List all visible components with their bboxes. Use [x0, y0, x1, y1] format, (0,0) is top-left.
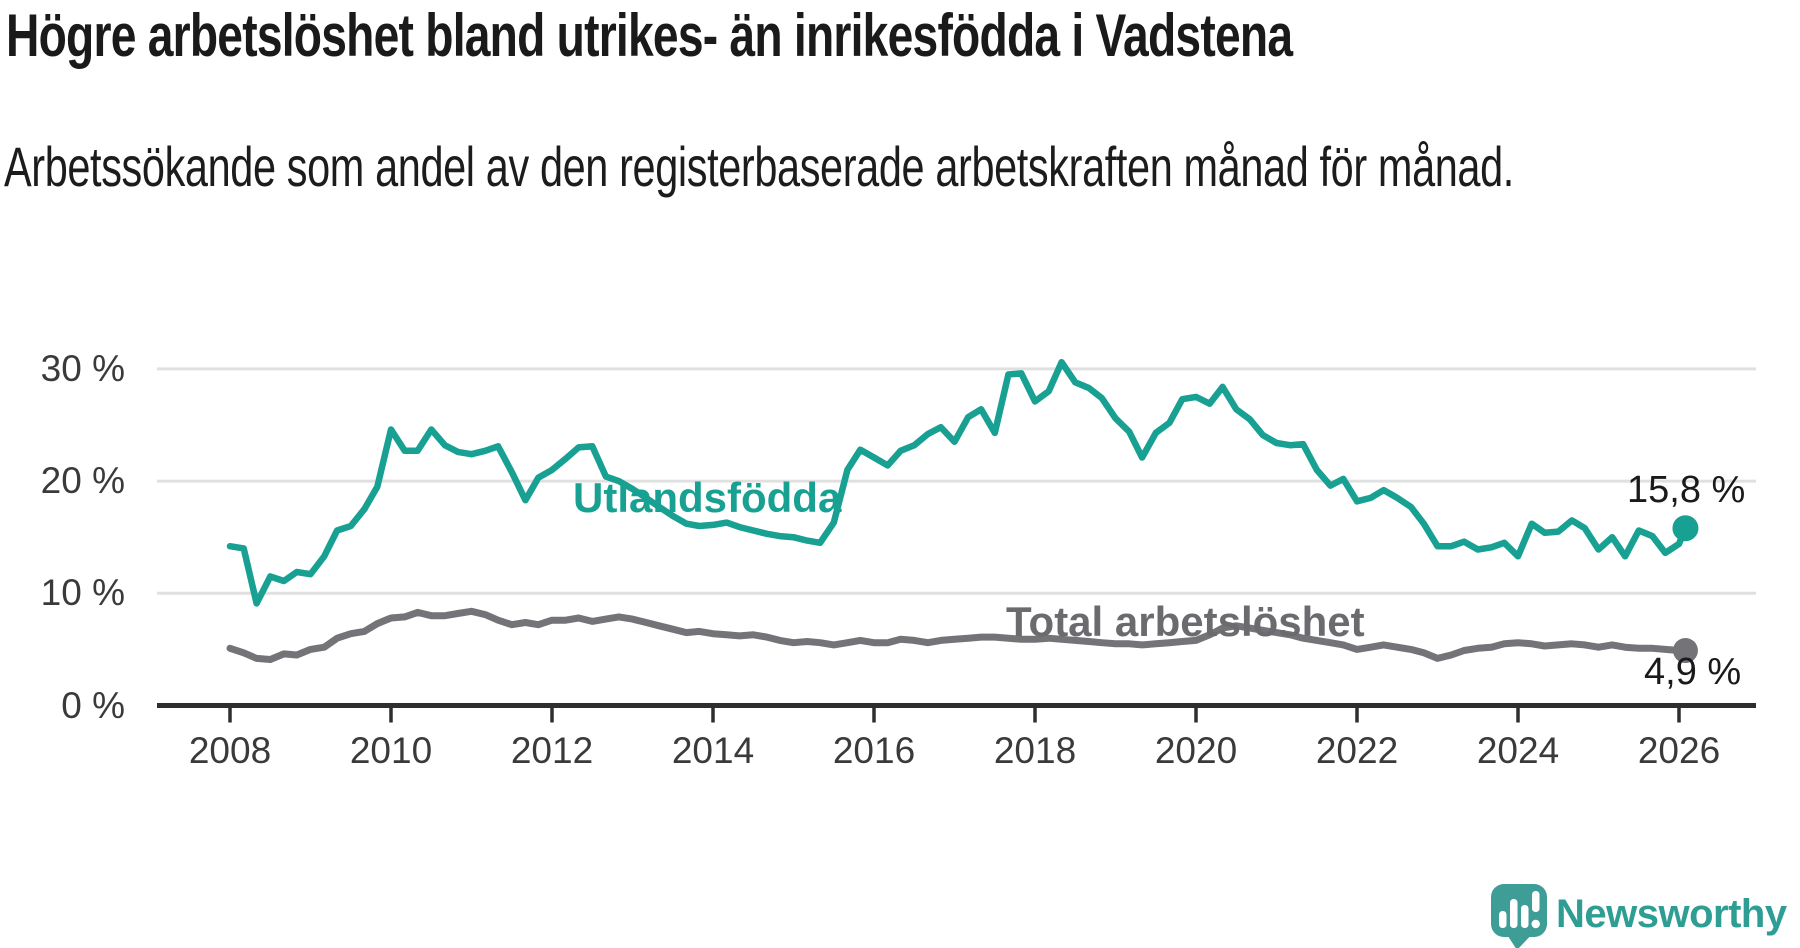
end-value-label-utlandsfodda: 15,8 % — [1627, 469, 1746, 511]
x-tick-label-2024: 2024 — [1476, 730, 1560, 771]
x-tick-label-2010: 2010 — [349, 730, 433, 771]
series-label-utlandsfodda: Utlandsfödda — [573, 474, 842, 521]
y-tick-label-10: 10 % — [40, 572, 125, 614]
x-tick-label-2022: 2022 — [1315, 730, 1399, 771]
x-tick-label-2016: 2016 — [832, 730, 916, 771]
y-tick-label-30: 30 % — [40, 347, 125, 389]
x-tick-label-2008: 2008 — [188, 730, 272, 771]
x-tick-label-2014: 2014 — [671, 730, 755, 771]
end-dot-utlandsfodda — [1672, 515, 1699, 542]
series-line-total — [226, 607, 1689, 663]
end-dot-total — [1672, 638, 1698, 664]
x-tick-label-2018: 2018 — [993, 730, 1077, 771]
x-tick-label-2026: 2026 — [1637, 730, 1721, 771]
series-line-utlandsfodda — [226, 358, 1689, 607]
y-tick-label-20: 20 % — [40, 460, 125, 502]
end-value-label-total: 4,9 % — [1644, 651, 1742, 693]
series-label-total-arbetsloshet: Total arbetslöshet — [1006, 598, 1365, 645]
newsworthy-logo-icon — [1491, 884, 1547, 948]
newsworthy-logo-text: Newsworthy — [1556, 892, 1787, 936]
x-tick-label-2020: 2020 — [1154, 730, 1238, 771]
page-title: Högre arbetslöshet bland utrikes- än inr… — [6, 2, 1293, 69]
y-tick-label-0: 0 % — [61, 684, 125, 726]
page-subtitle: Arbetssökande som andel av den registerb… — [4, 135, 1514, 198]
x-tick-label-2012: 2012 — [510, 730, 594, 771]
